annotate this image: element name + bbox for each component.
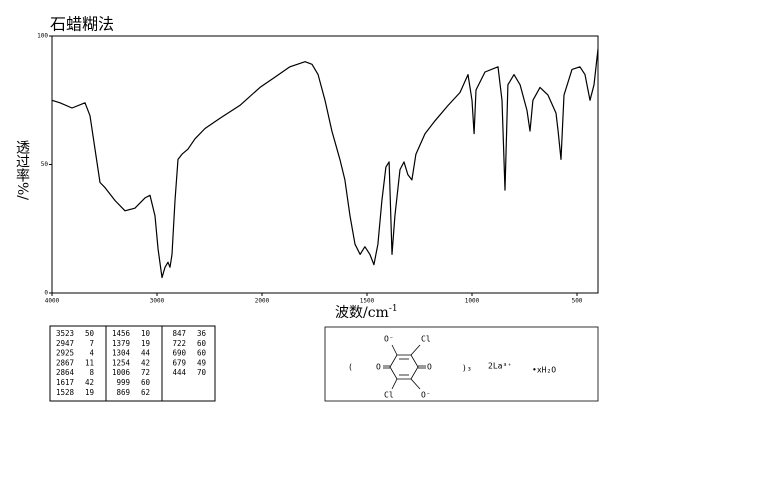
chem-label: O⁻ (421, 391, 431, 400)
x-tick-label: 4000 (45, 298, 60, 305)
peak-transmittance: 60 (197, 349, 207, 358)
peak-transmittance: 19 (141, 339, 150, 348)
peak-transmittance: 10 (141, 329, 151, 338)
y-axis-label: 透过率%/ (14, 140, 30, 200)
peak-wavenumber: 1006 (112, 368, 131, 377)
peak-transmittance: 62 (141, 388, 150, 397)
peak-wavenumber: 1304 (112, 349, 131, 358)
x-tick-label: 1500 (360, 298, 375, 305)
chem-label: )₃ (462, 364, 472, 373)
chem-label: O (427, 363, 432, 372)
x-tick-label: 3000 (150, 298, 165, 305)
peak-wavenumber: 1617 (56, 378, 74, 387)
peak-transmittance: 72 (141, 368, 150, 377)
chart-title: 石蜡糊法 (50, 15, 114, 34)
peak-wavenumber: 1379 (112, 339, 130, 348)
chem-label: Cl (421, 335, 431, 344)
structure (324, 326, 599, 402)
y-tick-label: 100 (37, 33, 48, 40)
peak-transmittance: 7 (89, 339, 94, 348)
bond (410, 344, 421, 356)
peak-transmittance: 4 (89, 349, 94, 358)
peak-transmittance: 50 (85, 329, 95, 338)
peak-wavenumber: 2867 (56, 358, 74, 367)
chem-label: Cl (384, 391, 394, 400)
peak-wavenumber: 999 (116, 378, 130, 387)
chem-label: O⁻ (384, 335, 394, 344)
peak-wavenumber: 444 (172, 368, 186, 377)
peak-transmittance: 11 (85, 358, 94, 367)
y-tick-label: 0 (44, 290, 48, 297)
peak-transmittance: 49 (197, 358, 206, 367)
bond (391, 378, 398, 390)
peak-wavenumber: 3523 (56, 329, 74, 338)
peak-wavenumber: 690 (172, 349, 186, 358)
x-axis-label-text: 波数/cm (335, 305, 389, 321)
peak-transmittance: 60 (197, 339, 207, 348)
chem-label: •xH₂O (532, 366, 556, 375)
peak-wavenumber: 679 (172, 358, 186, 367)
peak-transmittance: 19 (85, 388, 94, 397)
peak-transmittance: 44 (141, 349, 151, 358)
peak-wavenumber: 1254 (112, 358, 131, 367)
bond (410, 378, 421, 390)
peak-transmittance: 60 (141, 378, 151, 387)
spectrum-line (51, 48, 599, 279)
structure-box (324, 326, 599, 402)
peak-wavenumber: 2925 (56, 349, 74, 358)
peak-transmittance: 42 (85, 378, 94, 387)
peak-wavenumber: 1456 (112, 329, 131, 338)
peak-transmittance: 8 (89, 368, 94, 377)
x-tick-label: 1000 (465, 298, 480, 305)
bond (391, 344, 398, 356)
peak-wavenumber: 722 (172, 339, 186, 348)
peak-wavenumber: 2864 (56, 368, 75, 377)
chem-label: ( (348, 363, 353, 372)
peak-table-box (49, 325, 216, 402)
peak-transmittance: 36 (197, 329, 207, 338)
peak-wavenumber: 869 (116, 388, 130, 397)
x-tick-label: 500 (572, 298, 583, 305)
peak-transmittance: 70 (197, 368, 207, 377)
x-axis-label: 波数/cm-1 (335, 304, 398, 322)
peak-transmittance: 42 (141, 358, 150, 367)
chem-label: O (376, 363, 381, 372)
peak-wavenumber: 2947 (56, 339, 74, 348)
plot-frame (51, 35, 599, 294)
peak-wavenumber: 847 (172, 329, 186, 338)
peak-wavenumber: 1528 (56, 388, 75, 397)
y-tick-label: 50 (41, 161, 49, 168)
x-axis-label-sup: -1 (389, 304, 398, 314)
chem-label: 2La³⁺ (488, 362, 512, 371)
x-tick-label: 2000 (255, 298, 270, 305)
